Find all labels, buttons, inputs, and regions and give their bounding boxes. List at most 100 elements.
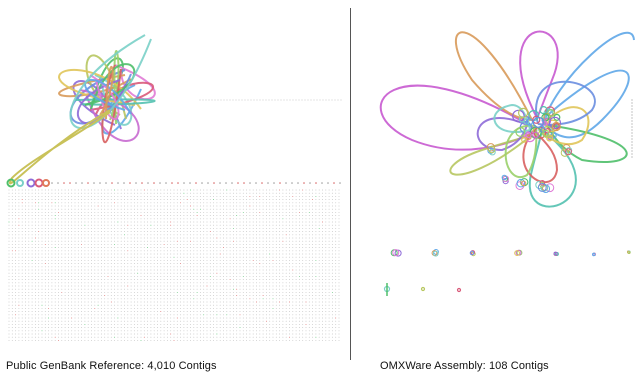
contig-dot bbox=[292, 269, 294, 271]
contig-dot bbox=[15, 221, 17, 223]
contig-dot bbox=[328, 282, 330, 284]
contig-dot bbox=[262, 256, 264, 258]
contig-dot bbox=[232, 314, 234, 316]
contig-dot bbox=[325, 333, 327, 335]
contig-dot bbox=[305, 221, 307, 223]
contig-dot bbox=[256, 231, 257, 233]
contig-dot bbox=[130, 218, 132, 220]
contig-dot bbox=[325, 256, 327, 258]
contig-dot bbox=[137, 211, 139, 213]
contig-dot bbox=[223, 205, 224, 207]
contig-dot bbox=[302, 336, 304, 338]
contig-dot bbox=[34, 275, 36, 277]
contig-dot bbox=[279, 323, 281, 325]
contig-dot bbox=[176, 231, 178, 233]
contig-dot bbox=[199, 330, 201, 332]
contig-dot bbox=[338, 323, 340, 325]
contig-dot bbox=[133, 218, 135, 220]
contig-dot bbox=[183, 215, 185, 217]
contig-dot bbox=[54, 323, 56, 325]
contig-dot bbox=[305, 247, 307, 249]
contig-dot bbox=[265, 282, 267, 284]
contig-dot bbox=[170, 307, 172, 309]
contig-dot bbox=[104, 333, 106, 335]
contig-dot bbox=[259, 211, 261, 213]
contig-dot bbox=[196, 205, 198, 207]
contig-dot bbox=[312, 282, 314, 284]
contig-dot bbox=[203, 285, 205, 287]
contig-dot bbox=[262, 243, 264, 245]
contig-dot bbox=[54, 282, 56, 284]
contig-dot bbox=[272, 285, 274, 287]
contig-dot bbox=[61, 208, 63, 210]
contig-dot bbox=[315, 211, 317, 213]
contig-dot bbox=[213, 221, 215, 223]
contig-dot bbox=[289, 211, 290, 213]
contig-dot bbox=[176, 301, 178, 303]
contig-dot bbox=[41, 269, 43, 271]
contig-dot bbox=[48, 272, 50, 274]
contig-dot bbox=[91, 272, 92, 274]
contig-dot bbox=[120, 304, 122, 306]
contig-dot bbox=[232, 304, 234, 306]
contig-dot bbox=[114, 279, 116, 281]
contig-dot bbox=[117, 211, 119, 213]
contig-dot bbox=[117, 247, 119, 249]
contig-dot bbox=[143, 323, 145, 325]
contig-dot bbox=[242, 211, 244, 213]
contig-dot bbox=[315, 221, 317, 223]
contig-dot bbox=[61, 275, 63, 277]
contig-dot bbox=[137, 240, 139, 242]
contig-dot bbox=[137, 330, 139, 332]
contig-dot bbox=[58, 295, 59, 297]
contig-dot bbox=[275, 234, 277, 236]
contig-dot bbox=[176, 202, 178, 204]
contig-dot bbox=[77, 336, 79, 338]
contig-dot bbox=[272, 320, 274, 322]
contig-dot bbox=[282, 298, 284, 300]
contig-dot bbox=[77, 263, 79, 265]
contig-dot bbox=[173, 272, 175, 274]
contig-dot bbox=[100, 218, 102, 220]
contig-dot bbox=[255, 182, 257, 184]
contig-dot bbox=[8, 272, 10, 274]
contig-dot bbox=[44, 339, 46, 341]
contig-dot bbox=[117, 240, 119, 242]
contig-dot bbox=[104, 243, 106, 245]
contig-dot bbox=[308, 237, 310, 239]
contig-dot bbox=[269, 339, 271, 341]
contig-dot bbox=[77, 291, 79, 293]
contig-dot bbox=[173, 295, 175, 297]
contig-dot bbox=[94, 320, 96, 322]
contig-dot bbox=[213, 231, 215, 233]
contig-dot bbox=[91, 227, 92, 229]
contig-dot bbox=[57, 182, 59, 184]
contig-dot bbox=[58, 218, 59, 220]
contig-dot bbox=[302, 330, 304, 332]
contig-dot bbox=[127, 304, 129, 306]
contig-dot bbox=[147, 320, 149, 322]
contig-dot bbox=[338, 311, 340, 313]
contig-dot bbox=[87, 208, 89, 210]
contig-dot bbox=[219, 199, 221, 201]
contig-dot bbox=[28, 282, 30, 284]
contig-dot bbox=[54, 218, 56, 220]
contig-dot bbox=[213, 224, 215, 226]
contig-dot bbox=[87, 189, 89, 191]
omxware-contig-graph bbox=[379, 30, 635, 296]
contig-dot bbox=[246, 330, 248, 332]
contig-dot bbox=[331, 327, 333, 329]
contig-dot bbox=[38, 304, 40, 306]
contig-dot bbox=[325, 237, 327, 239]
contig-dot bbox=[180, 323, 182, 325]
contig-dot bbox=[71, 247, 73, 249]
contig-dot bbox=[246, 247, 248, 249]
contig-dot bbox=[289, 339, 290, 341]
contig-dot bbox=[114, 237, 116, 239]
contig-dot bbox=[124, 339, 125, 341]
contig-dot bbox=[97, 301, 99, 303]
contig-dot bbox=[51, 237, 53, 239]
contig-dot bbox=[239, 330, 241, 332]
contig-dot bbox=[298, 237, 300, 239]
contig-dot bbox=[15, 285, 17, 287]
